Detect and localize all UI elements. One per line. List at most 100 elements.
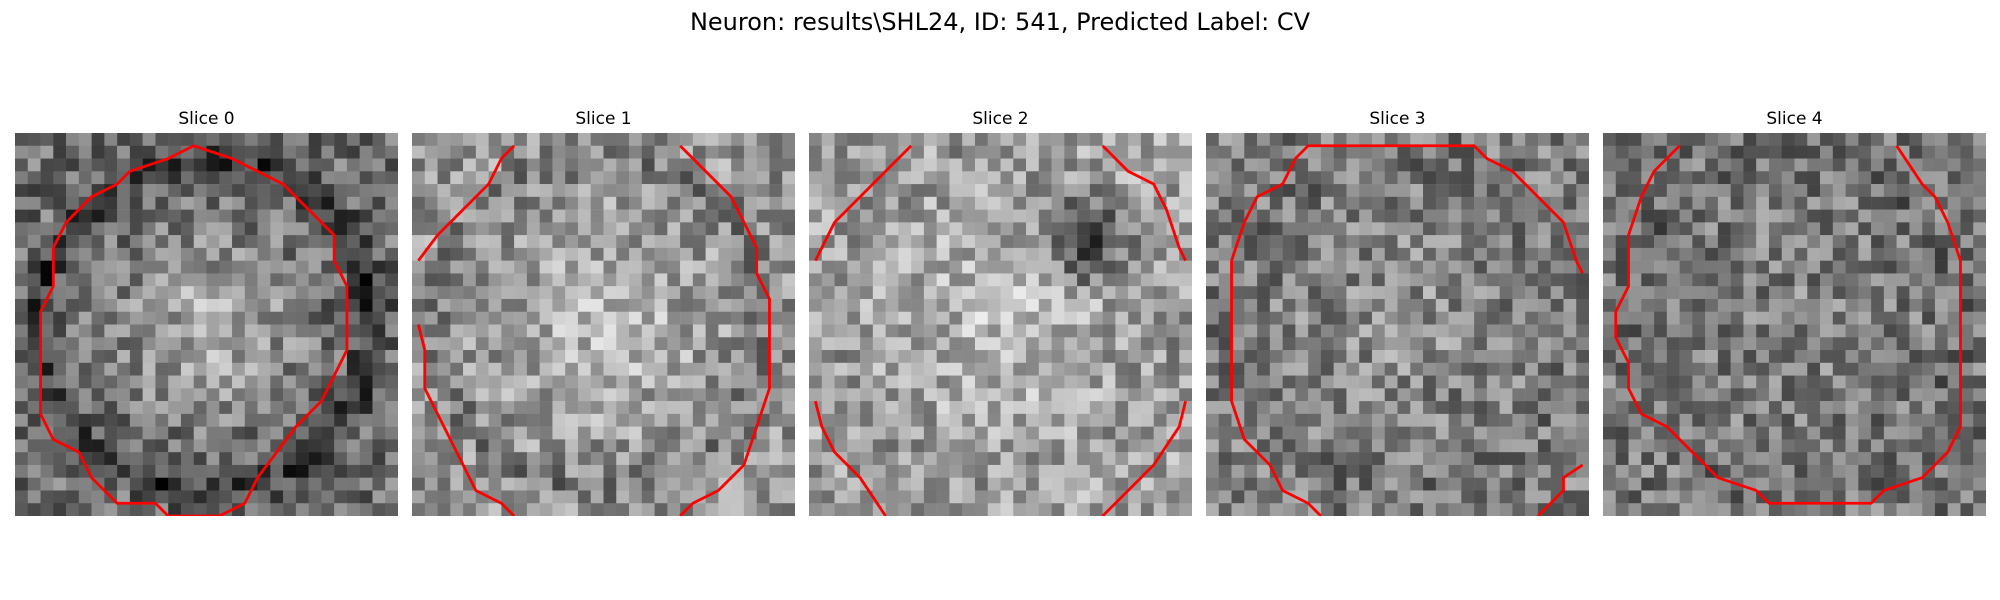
pixel bbox=[1833, 325, 1846, 338]
pixel bbox=[591, 363, 604, 376]
pixel bbox=[1039, 222, 1052, 235]
pixel bbox=[258, 325, 271, 338]
pixel bbox=[1769, 248, 1782, 261]
pixel bbox=[1461, 210, 1474, 223]
pixel bbox=[731, 299, 744, 312]
pixel bbox=[1308, 222, 1321, 235]
pixel bbox=[1641, 248, 1654, 261]
pixel bbox=[334, 171, 347, 184]
pixel bbox=[1960, 452, 1973, 465]
pixel bbox=[1321, 261, 1334, 274]
pixel bbox=[1449, 388, 1462, 401]
pixel bbox=[219, 452, 232, 465]
pixel bbox=[578, 184, 591, 197]
pixel bbox=[1500, 465, 1513, 478]
pixel bbox=[911, 427, 924, 440]
pixel bbox=[476, 222, 489, 235]
pixel bbox=[655, 146, 668, 159]
pixel bbox=[782, 350, 795, 363]
pixel bbox=[527, 490, 540, 503]
pixel bbox=[1731, 273, 1744, 286]
pixel bbox=[1334, 363, 1347, 376]
pixel bbox=[718, 286, 731, 299]
pixel bbox=[1922, 452, 1935, 465]
pixel bbox=[1795, 235, 1808, 248]
pixel bbox=[1935, 159, 1948, 172]
pixel bbox=[143, 261, 156, 274]
pixel bbox=[655, 478, 668, 491]
pixel bbox=[1346, 376, 1359, 389]
pixel bbox=[1359, 465, 1372, 478]
pixel bbox=[1461, 248, 1474, 261]
pixel bbox=[1576, 350, 1589, 363]
pixel bbox=[1359, 439, 1372, 452]
pixel bbox=[988, 171, 1001, 184]
pixel bbox=[949, 210, 962, 223]
pixel bbox=[1385, 427, 1398, 440]
pixel bbox=[552, 337, 565, 350]
pixel bbox=[629, 299, 642, 312]
pixel bbox=[117, 337, 130, 350]
pixel bbox=[53, 146, 66, 159]
pixel bbox=[975, 273, 988, 286]
pixel bbox=[194, 248, 207, 261]
pixel bbox=[1372, 350, 1385, 363]
pixel bbox=[527, 325, 540, 338]
pixel bbox=[66, 197, 79, 210]
pixel bbox=[565, 439, 578, 452]
pixel bbox=[1359, 210, 1372, 223]
pixel bbox=[1398, 325, 1411, 338]
pixel bbox=[860, 286, 873, 299]
pixel bbox=[1359, 159, 1372, 172]
pixel bbox=[1718, 388, 1731, 401]
pixel bbox=[258, 312, 271, 325]
pixel bbox=[937, 261, 950, 274]
pixel bbox=[321, 363, 334, 376]
pixel bbox=[1166, 248, 1179, 261]
pixel bbox=[385, 414, 398, 427]
pixel bbox=[155, 312, 168, 325]
pixel bbox=[886, 452, 899, 465]
pixel bbox=[1654, 337, 1667, 350]
pixel bbox=[66, 171, 79, 184]
pixel bbox=[552, 133, 565, 146]
pixel bbox=[207, 427, 220, 440]
pixel bbox=[1629, 465, 1642, 478]
pixel bbox=[334, 133, 347, 146]
pixel bbox=[1026, 299, 1039, 312]
pixel bbox=[53, 312, 66, 325]
pixel bbox=[1026, 210, 1039, 223]
pixel bbox=[1667, 235, 1680, 248]
pixel bbox=[463, 427, 476, 440]
pixel bbox=[565, 299, 578, 312]
pixel bbox=[219, 490, 232, 503]
pixel bbox=[1500, 452, 1513, 465]
pixel bbox=[1935, 350, 1948, 363]
pixel bbox=[988, 414, 1001, 427]
pixel bbox=[104, 363, 117, 376]
pixel bbox=[591, 376, 604, 389]
pixel bbox=[1141, 159, 1154, 172]
pixel bbox=[1551, 146, 1564, 159]
pixel bbox=[782, 490, 795, 503]
pixel bbox=[347, 171, 360, 184]
pixel bbox=[1705, 197, 1718, 210]
pixel bbox=[1283, 261, 1296, 274]
pixel bbox=[1385, 312, 1398, 325]
pixel bbox=[1603, 171, 1616, 184]
pixel bbox=[104, 478, 117, 491]
pixel bbox=[309, 235, 322, 248]
pixel bbox=[578, 133, 591, 146]
pixel bbox=[1398, 503, 1411, 516]
pixel bbox=[911, 222, 924, 235]
pixel bbox=[1897, 210, 1910, 223]
pixel bbox=[540, 478, 553, 491]
pixel bbox=[527, 452, 540, 465]
pixel bbox=[1257, 376, 1270, 389]
pixel bbox=[898, 261, 911, 274]
pixel bbox=[463, 388, 476, 401]
pixel bbox=[347, 248, 360, 261]
pixel bbox=[1334, 439, 1347, 452]
pixel bbox=[1103, 465, 1116, 478]
pixel bbox=[412, 503, 425, 516]
